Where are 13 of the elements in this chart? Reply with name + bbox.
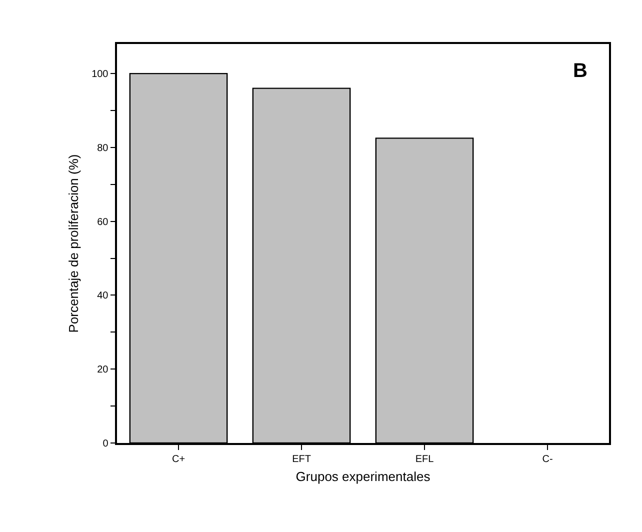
y-tick-label: 100 bbox=[92, 69, 109, 80]
x-tick-label: C- bbox=[542, 454, 553, 465]
annotation: B bbox=[573, 60, 588, 82]
y-tick-label: 80 bbox=[97, 142, 109, 154]
x-tick-label: C+ bbox=[172, 454, 186, 465]
y-tick-label: 40 bbox=[97, 290, 109, 302]
y-tick-label: 60 bbox=[97, 216, 109, 228]
y-tick-label: 20 bbox=[97, 364, 109, 376]
y-axis-title: Porcentaje de proliferacion (%) bbox=[66, 154, 82, 333]
x-axis-title: Grupos experimentales bbox=[296, 468, 431, 484]
x-tick-label: EFL bbox=[415, 454, 434, 465]
y-tick-label: 0 bbox=[102, 438, 109, 450]
x-tick-label: EFT bbox=[292, 454, 311, 465]
